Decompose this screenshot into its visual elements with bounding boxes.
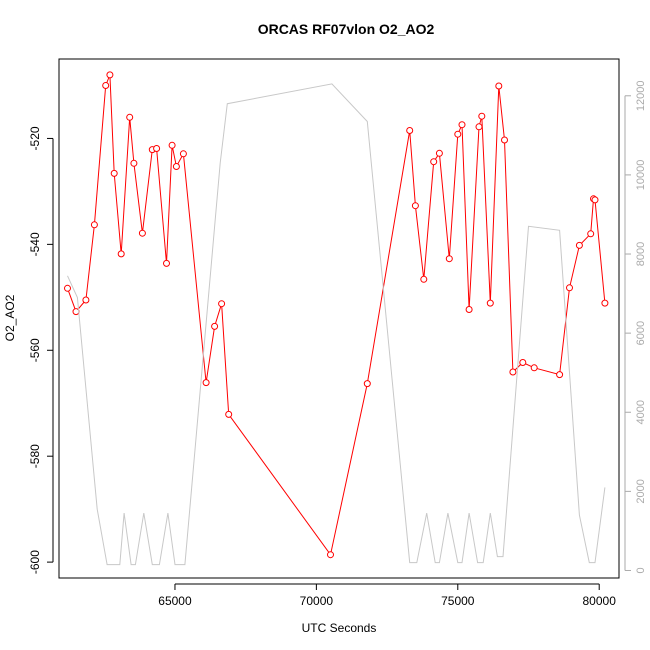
data-point-4 xyxy=(90,221,98,229)
data-point-20 xyxy=(218,300,226,308)
y2-tick-label: 6000 xyxy=(635,321,647,345)
y-tick-label: -540 xyxy=(28,232,42,256)
y2-axis: 0 2000 4000 6000 8000 10000 12000 xyxy=(624,80,647,574)
data-point-5 xyxy=(102,82,110,89)
data-point-38 xyxy=(509,368,517,376)
x-tick-label: 75000 xyxy=(441,594,475,608)
data-point-27 xyxy=(430,158,438,166)
x-tick-label: 65000 xyxy=(158,594,192,608)
y-tick-label: -520 xyxy=(28,126,42,150)
data-point-30 xyxy=(454,130,462,138)
y-tick-label: -600 xyxy=(28,550,42,574)
data-point-29 xyxy=(445,255,453,263)
y2-tick-label: 2000 xyxy=(635,479,647,503)
chart-title: ORCAS RF07vlon O2_AO2 xyxy=(258,21,435,37)
data-point-47 xyxy=(601,299,609,307)
data-point-32 xyxy=(465,306,473,313)
data-point-24 xyxy=(406,127,414,134)
data-point-21 xyxy=(225,410,233,418)
data-point-34 xyxy=(478,112,486,120)
data-point-26 xyxy=(420,275,428,283)
data-point-14 xyxy=(163,259,170,267)
data-point-31 xyxy=(458,121,466,129)
data-point-15 xyxy=(168,141,176,149)
data-point-42 xyxy=(566,284,573,292)
data-point-18 xyxy=(202,379,210,387)
x-axis: 65000 70000 75000 80000 xyxy=(158,583,617,608)
data-point-10 xyxy=(130,159,138,167)
data-point-1 xyxy=(64,284,71,292)
y2-tick-label: 10000 xyxy=(635,160,647,191)
y-tick-label: -560 xyxy=(28,338,42,362)
plot-area xyxy=(58,58,620,579)
x-tick-label: 80000 xyxy=(583,594,617,608)
data-point-35 xyxy=(486,299,494,307)
data-point-7 xyxy=(110,169,118,177)
data-point-41 xyxy=(556,371,564,379)
data-point-22 xyxy=(327,551,334,559)
data-point-23 xyxy=(363,380,371,388)
data-point-9 xyxy=(126,113,134,121)
y-axis-label: O2_AO2 xyxy=(3,294,17,341)
series-layer xyxy=(64,71,609,566)
y2-tick-label: 12000 xyxy=(635,80,647,111)
y2-tick-label: 4000 xyxy=(635,400,647,424)
data-point-11 xyxy=(138,229,146,237)
x-tick-label: 70000 xyxy=(300,594,334,608)
data-point-46 xyxy=(591,196,599,204)
data-point-25 xyxy=(411,202,419,210)
data-point-6 xyxy=(106,71,114,79)
data-point-44 xyxy=(587,230,595,238)
data-point-13 xyxy=(153,145,161,152)
data-point-33 xyxy=(475,123,483,131)
x-axis-label: UTC Seconds xyxy=(302,621,377,635)
data-point-3 xyxy=(82,296,90,304)
data-point-19 xyxy=(211,322,219,330)
data-point-39 xyxy=(519,359,527,366)
series-line-2 xyxy=(67,83,606,566)
series-line-1 xyxy=(67,74,606,556)
y2-tick-label: 8000 xyxy=(635,242,647,266)
data-point-43 xyxy=(575,241,583,249)
data-point-16 xyxy=(172,163,180,170)
data-point-17 xyxy=(179,150,187,158)
data-point-36 xyxy=(495,82,503,90)
y-axis: -600 -580 -560 -540 -520 xyxy=(28,126,54,574)
data-point-40 xyxy=(530,364,538,372)
data-point-8 xyxy=(117,250,125,258)
data-point-37 xyxy=(501,136,508,144)
data-point-28 xyxy=(435,149,443,157)
y-tick-label: -580 xyxy=(28,444,42,468)
y2-tick-label: 0 xyxy=(635,567,647,573)
